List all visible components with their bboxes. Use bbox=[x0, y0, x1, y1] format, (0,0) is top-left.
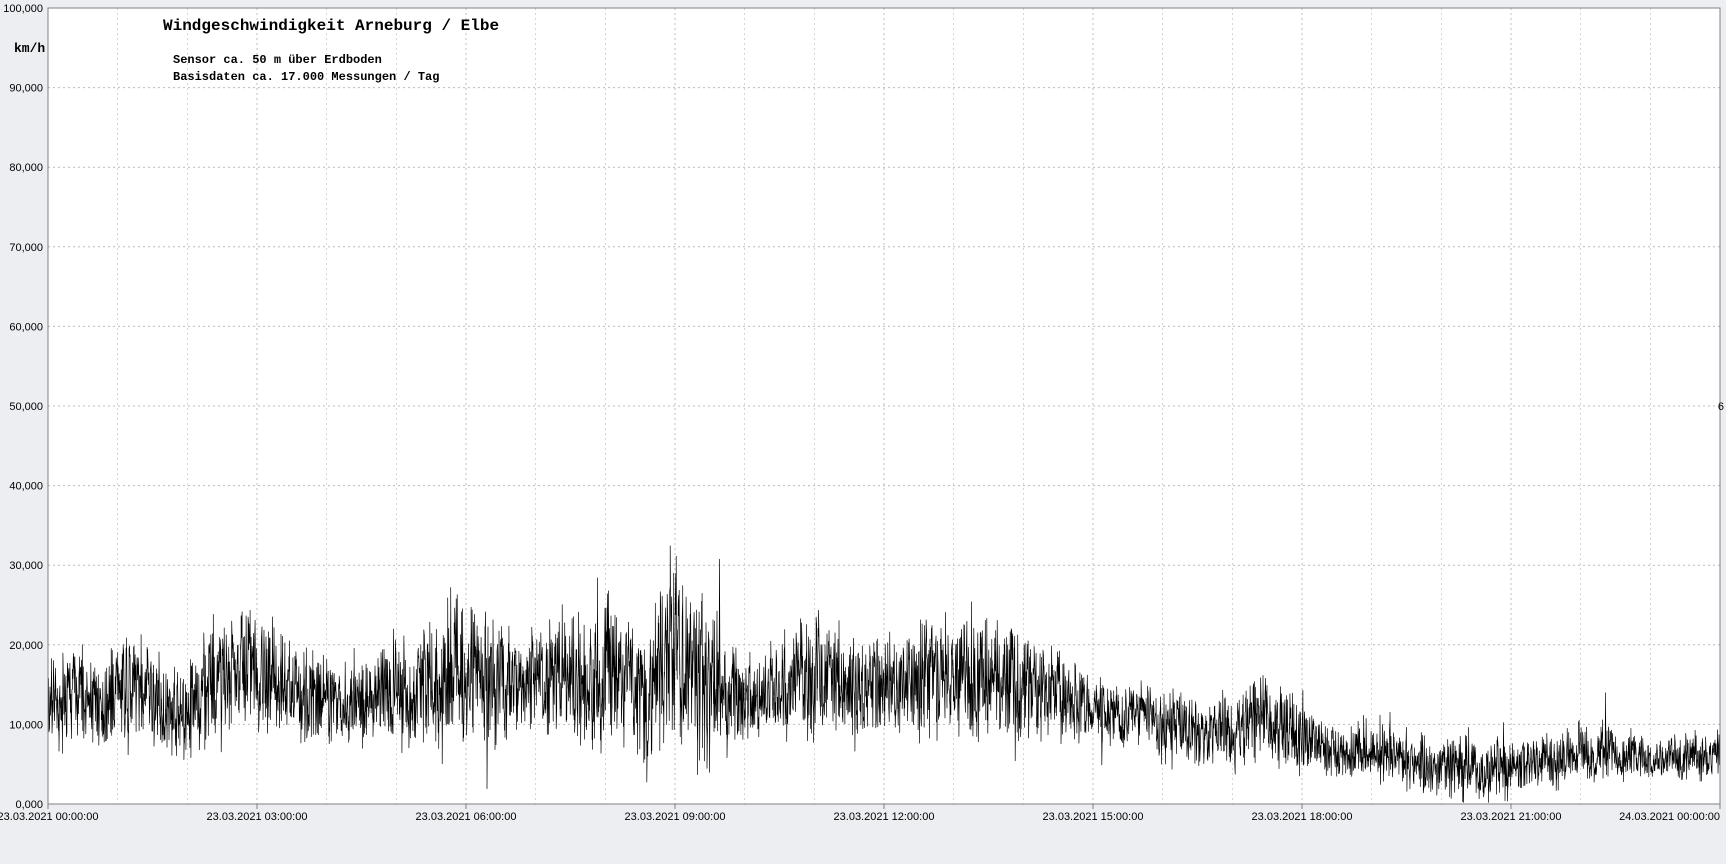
y-tick-label: 10,000 bbox=[9, 719, 43, 731]
x-tick-label: 23.03.2021 00:00:00 bbox=[0, 811, 98, 823]
chart-title: Windgeschwindigkeit Arneburg / Elbe bbox=[163, 17, 499, 35]
y-tick-label: 50,000 bbox=[9, 401, 43, 413]
x-tick-label: 23.03.2021 06:00:00 bbox=[416, 811, 517, 823]
x-tick-label: 23.03.2021 09:00:00 bbox=[625, 811, 726, 823]
y-tick-label: 70,000 bbox=[9, 242, 43, 254]
y-tick-label: 40,000 bbox=[9, 481, 43, 493]
y-tick-label: 80,000 bbox=[9, 162, 43, 174]
y-tick-label: 20,000 bbox=[9, 640, 43, 652]
x-tick-label: 24.03.2021 00:00:00 bbox=[1619, 811, 1720, 823]
chart-subtitle-1: Sensor ca. 50 m über Erdboden bbox=[173, 53, 382, 67]
y-tick-label: 0,000 bbox=[15, 799, 43, 811]
x-tick-label: 23.03.2021 15:00:00 bbox=[1043, 811, 1144, 823]
y-axis-ticks: 0,000 10,000 20,000 30,000 40,000 50,000 60,00… bbox=[3, 3, 43, 811]
x-axis-ticks: 23.03.2021 00:00:00 23.03.2021 03:00:00 23… bbox=[0, 811, 1720, 823]
y-tick-label: 100,000 bbox=[3, 3, 43, 15]
y-tick-label: 30,000 bbox=[9, 560, 43, 572]
right-margin-label: 6 bbox=[1718, 401, 1724, 413]
wind-speed-chart: 0,000 10,000 20,000 30,000 40,000 50,000 60,00… bbox=[0, 0, 1726, 864]
chart-subtitle-2: Basisdaten ca. 17.000 Messungen / Tag bbox=[173, 70, 439, 84]
x-tick-label: 23.03.2021 21:00:00 bbox=[1461, 811, 1562, 823]
x-tick-label: 23.03.2021 18:00:00 bbox=[1252, 811, 1353, 823]
x-tick-label: 23.03.2021 03:00:00 bbox=[207, 811, 308, 823]
y-tick-label: 60,000 bbox=[9, 321, 43, 333]
y-axis-label: km/h bbox=[14, 41, 45, 56]
chart-container: 0,000 10,000 20,000 30,000 40,000 50,000 60,00… bbox=[0, 0, 1726, 864]
x-tick-label: 23.03.2021 12:00:00 bbox=[834, 811, 935, 823]
y-tick-label: 90,000 bbox=[9, 83, 43, 95]
